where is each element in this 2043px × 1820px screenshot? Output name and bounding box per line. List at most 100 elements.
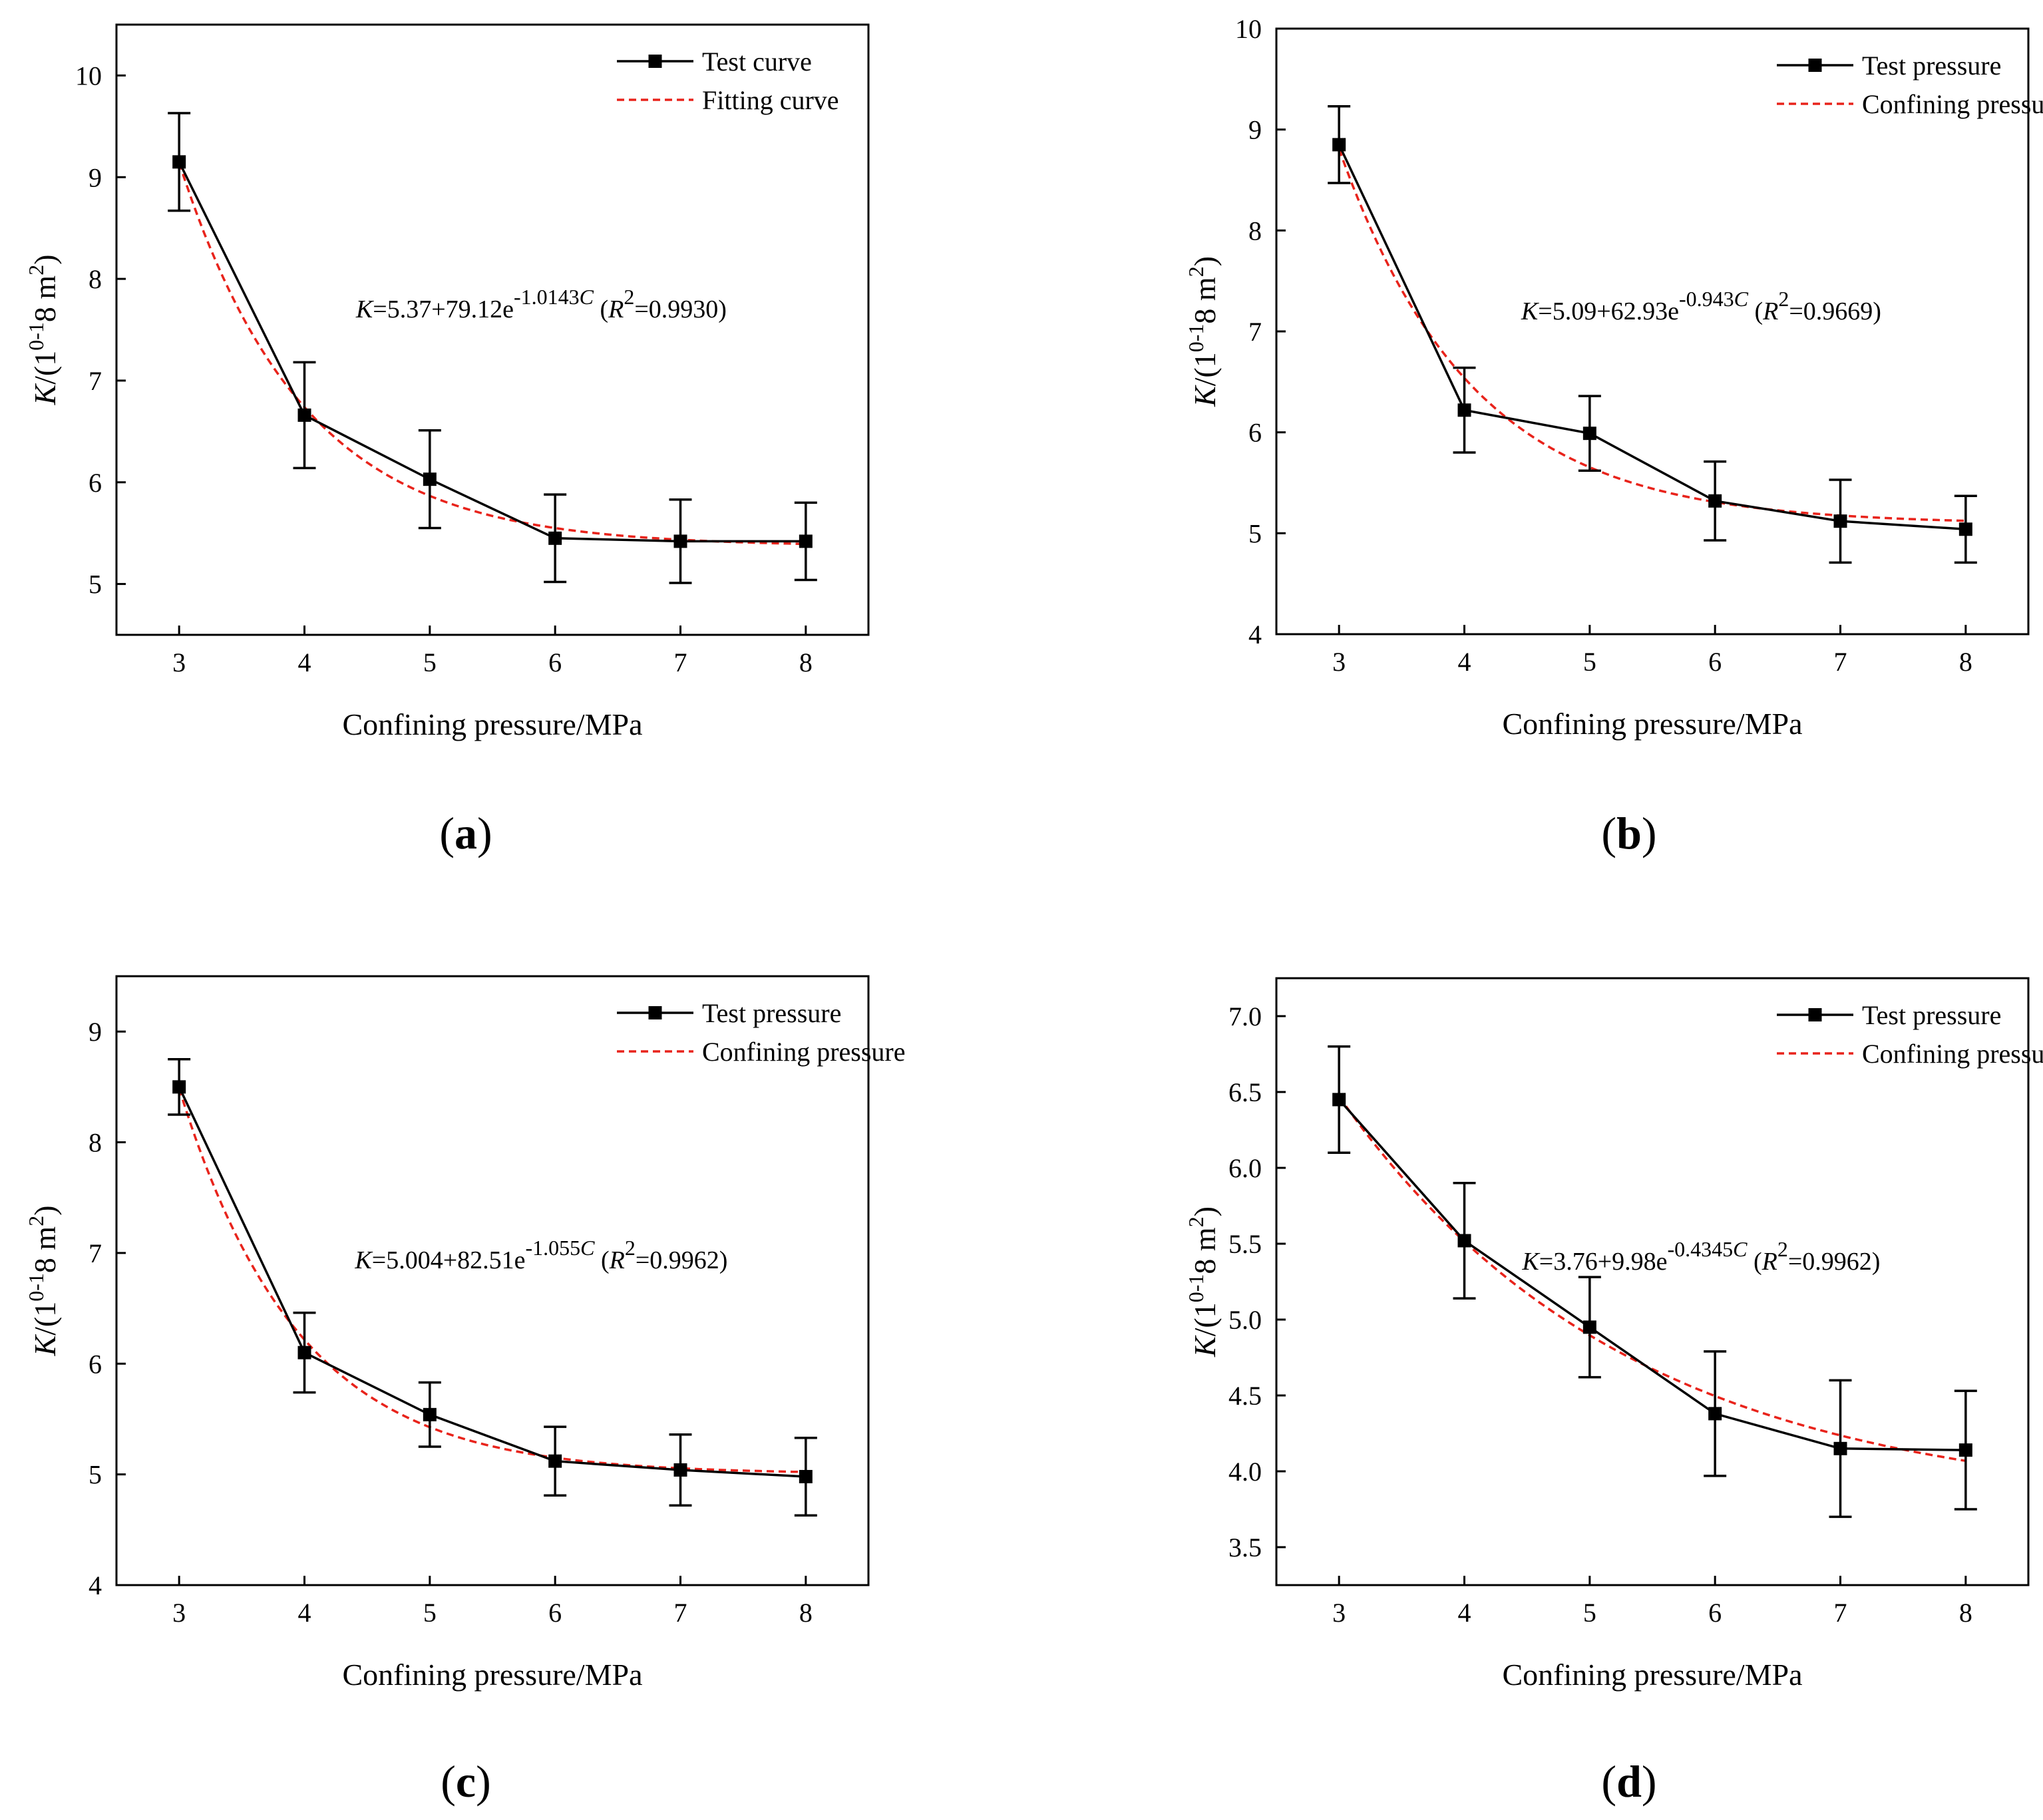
panel-label: (b) [1601, 808, 1656, 858]
y-label-exp: 0-1 [24, 322, 48, 351]
x-tick-label: 8 [1959, 1598, 1972, 1628]
x-tick-label: 5 [1583, 1598, 1596, 1628]
panel-label-letter: b [1616, 808, 1642, 858]
y-tick-label: 6 [1248, 418, 1262, 448]
y-tick-label: 10 [1235, 14, 1262, 44]
eq-exp: -1.055 [526, 1236, 581, 1260]
test-curve-line [1338, 1099, 1966, 1451]
eq-r-sup: 2 [624, 285, 634, 309]
panel-label-open: ( [1601, 1756, 1616, 1807]
y-label-open: /(1 [28, 1302, 62, 1336]
eq-r-open: ( [1748, 297, 1763, 325]
y-tick-label: 9 [89, 162, 102, 192]
test-point-marker [297, 1346, 311, 1360]
x-tick-label: 4 [1458, 647, 1471, 677]
test-point-marker [1708, 1407, 1722, 1421]
y-label-k: K [1188, 385, 1222, 407]
test-point-marker [1833, 1441, 1847, 1455]
y-label-sq: 2 [1184, 1216, 1208, 1227]
y-tick-label: 3.5 [1228, 1533, 1262, 1562]
legend-fit-label: Confining pressure [1862, 89, 2043, 119]
x-tick-label: 4 [298, 1598, 311, 1628]
plot-frame [115, 23, 870, 636]
legend-test-marker [648, 1006, 662, 1019]
x-axis-label: Confining pressure/MPa [342, 707, 642, 741]
y-tick-label: 5.5 [1228, 1229, 1262, 1259]
fit-curve-line [1338, 148, 1966, 522]
y-tick-label: 5 [89, 1460, 102, 1490]
eq-k: K [1521, 297, 1539, 325]
y-label-unit: 8 m [28, 1226, 62, 1274]
test-point-marker [548, 531, 562, 545]
y-axis-label: K/(10-18 m2) [24, 1205, 62, 1356]
y-label-k: K [1188, 1335, 1222, 1358]
y-label-exp: 0-1 [24, 1273, 48, 1302]
panel-label: (c) [441, 1756, 491, 1807]
y-tick-label: 6 [89, 468, 102, 498]
chart-panel-d: 3 4 5 6 7 8 3.5 4.0 4.5 5.0 5.5 6.0 6.5 7.0 Confining … [1184, 977, 2043, 1807]
y-label-k: K [28, 1334, 62, 1357]
x-tick-label: 6 [1708, 647, 1722, 677]
legend-test-label: Test pressure [1862, 1000, 2001, 1030]
y-tick-label: 5.0 [1228, 1305, 1262, 1335]
y-tick-label: 10 [75, 61, 102, 91]
legend-test-label: Test curve [702, 47, 812, 77]
eq-exp: -0.4345 [1668, 1237, 1734, 1261]
y-axis-label: K/(10-18 m2) [24, 254, 62, 405]
x-tick-label: 7 [674, 647, 687, 677]
y-axis-label: K/(10-18 m2) [1184, 256, 1222, 407]
eq-r-val: =0.9962) [636, 1246, 728, 1274]
test-point-marker [1958, 1443, 1972, 1457]
test-point-marker [172, 1080, 186, 1094]
y-label-sq: 2 [1184, 266, 1208, 277]
test-point-marker [1332, 138, 1346, 152]
test-point-marker [1582, 1320, 1596, 1334]
test-point-marker [1457, 403, 1471, 417]
eq-r: R [1762, 1248, 1777, 1276]
y-label-close: ) [28, 254, 62, 264]
test-curve-line [1338, 144, 1966, 531]
test-point-marker [423, 472, 437, 486]
x-tick-label: 3 [172, 647, 186, 677]
y-label-open: /(1 [28, 351, 62, 385]
panel-label-letter: a [455, 808, 477, 858]
y-tick-label: 7 [89, 366, 102, 396]
panel-label-close: ) [477, 808, 492, 858]
eq-exp: -0.943 [1679, 287, 1734, 311]
x-tick-label: 4 [298, 647, 311, 677]
x-tick-label: 3 [1332, 1598, 1346, 1628]
y-tick-label: 6.0 [1228, 1153, 1262, 1183]
panel-label-close: ) [476, 1756, 491, 1807]
x-axis-label: Confining pressure/MPa [1502, 1658, 1802, 1692]
eq-lhs: =5.004+82.51e [372, 1246, 526, 1274]
panel-label-letter: d [1616, 1756, 1642, 1807]
legend-fit-label: Fitting curve [702, 85, 839, 115]
test-point-marker [1833, 514, 1847, 528]
eq-r: R [1762, 297, 1778, 325]
panel-label: (d) [1601, 1756, 1656, 1807]
test-point-marker [799, 1469, 813, 1483]
eq-r: R [609, 1246, 625, 1274]
eq-exp-var: C [580, 285, 594, 309]
test-point-marker [1332, 1093, 1346, 1107]
y-label-unit: 8 m [1188, 277, 1222, 324]
eq-exp-var: C [1734, 287, 1749, 311]
eq-r-sup: 2 [625, 1236, 636, 1260]
y-tick-label: 7 [1248, 317, 1262, 347]
fit-equation: K=5.004+82.51e-1.055C (R2=0.9962) [354, 1236, 727, 1274]
x-tick-label: 7 [674, 1598, 687, 1628]
eq-r-val: =0.9669) [1789, 297, 1881, 325]
panel-label-letter: c [456, 1756, 476, 1807]
legend-test-marker [1808, 1008, 1822, 1021]
test-point-marker [1457, 1234, 1471, 1248]
x-axis-label: Confining pressure/MPa [1502, 707, 1802, 741]
y-label-exp: 0-1 [1184, 324, 1208, 353]
eq-k: K [354, 1246, 373, 1274]
x-tick-label: 8 [799, 647, 813, 677]
y-axis-label: K/(10-18 m2) [1184, 1206, 1222, 1358]
panel-label-open: ( [441, 1756, 456, 1807]
fit-equation: K=5.09+62.93e-0.943C (R2=0.9669) [1521, 287, 1881, 325]
eq-r-open: ( [594, 295, 608, 323]
